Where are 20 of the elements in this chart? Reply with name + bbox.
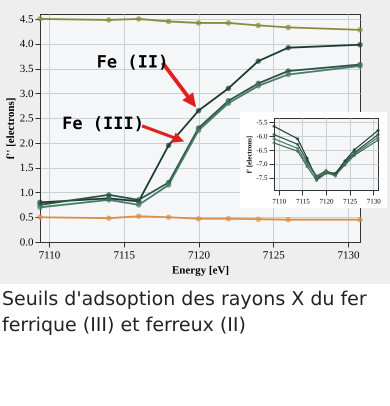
x-tick-label: 7115: [113, 250, 136, 262]
y-tick-label: 3.5: [20, 63, 34, 76]
x-tick-label: 7130: [338, 250, 360, 262]
x-tick-label: 7120: [188, 250, 211, 262]
text: Seuils d'adsoption des rayons X du fer ferrique (III) et ferreux (II): [2, 286, 388, 338]
y-tick-label: 0.5: [20, 212, 34, 224]
x-tick-label: 7110: [38, 250, 61, 262]
y-axis-title: f'' [electrons]: [4, 98, 17, 160]
annotation: Fe (III): [62, 114, 144, 134]
y-tick-label: 4.0: [20, 38, 34, 50]
y-tick-label: 2.0: [20, 137, 34, 150]
x-axis-title: Energy [eV]: [172, 264, 230, 276]
y-tick-label: 4.5: [20, 13, 34, 26]
y-tick-label: 0.0: [20, 236, 34, 248]
y-tick-label: 3.0: [20, 88, 34, 100]
y-tick-label: 2.5: [20, 112, 34, 125]
y-tick-label: 1.0: [20, 186, 34, 199]
annotation: Fe (II): [96, 52, 168, 73]
y-tick-label: 1.5: [20, 162, 34, 174]
x-tick-label: 7125: [262, 250, 286, 262]
